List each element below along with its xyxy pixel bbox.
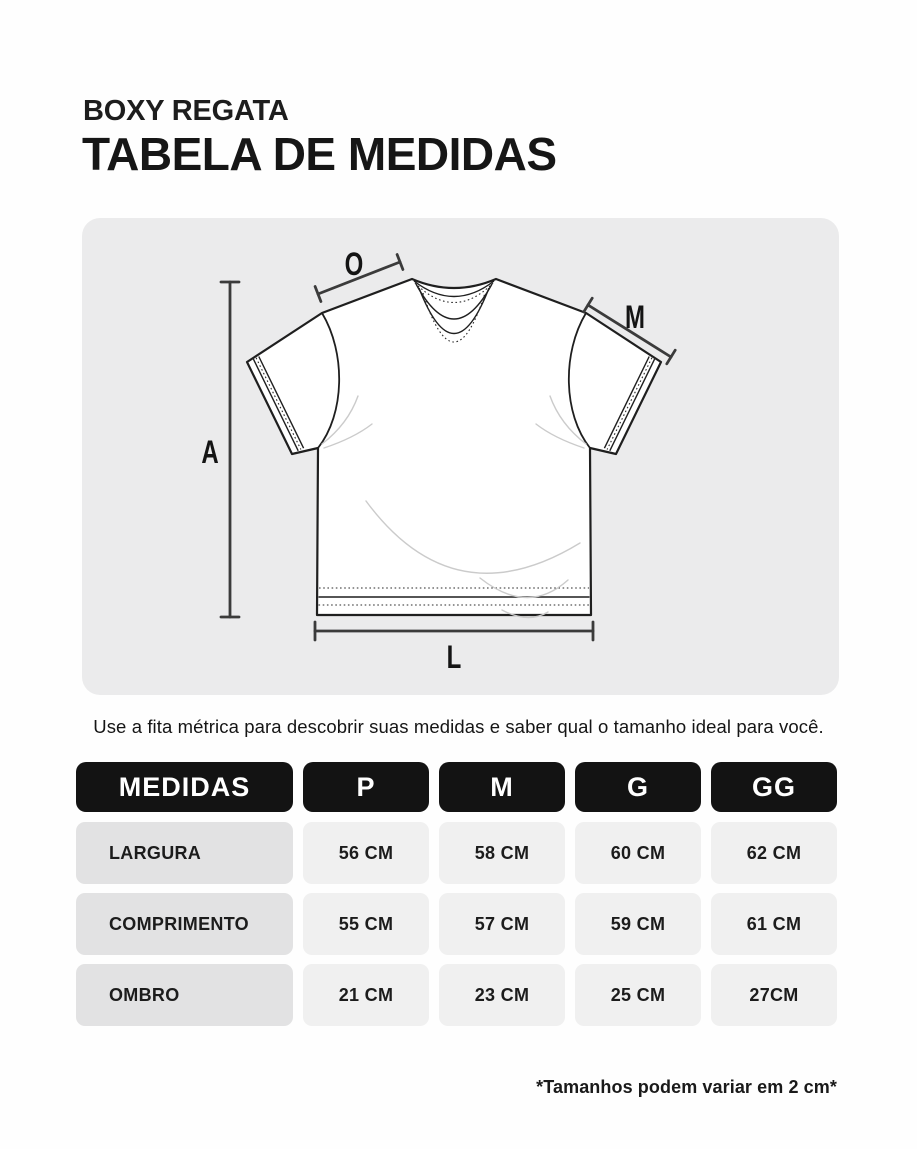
- header-cell-size-g: G: [575, 762, 701, 812]
- dim-label-shoulder: O: [345, 247, 364, 283]
- header-cell-size-m: M: [439, 762, 565, 812]
- fabric-folds: [321, 395, 587, 619]
- row-label-largura: LARGURA: [76, 822, 293, 884]
- right-armhole-seam: [567, 312, 591, 449]
- measuring-instruction: Use a fita métrica para descobrir suas m…: [93, 716, 824, 737]
- dimension-line-shoulder: [313, 253, 405, 303]
- dimension-line-sleeve: [582, 296, 677, 366]
- right-sleeve-cuff: [603, 356, 656, 452]
- cell-ombro-p: 21 CM: [303, 964, 429, 1026]
- product-name: BOXY REGATA: [83, 95, 289, 127]
- table-row-largura: LARGURA 56 CM 58 CM 60 CM 62 CM: [76, 822, 837, 884]
- cell-ombro-gg: 27CM: [711, 964, 837, 1026]
- row-label-comprimento: COMPRIMENTO: [76, 893, 293, 955]
- size-table: MEDIDAS P M G GG LARGURA 56 CM 58 CM 60 …: [76, 762, 837, 1026]
- dim-label-sleeve: M: [625, 300, 645, 336]
- cell-largura-g: 60 CM: [575, 822, 701, 884]
- table-header-row: MEDIDAS P M G GG: [76, 762, 837, 812]
- size-diagram-panel: A O M L: [82, 218, 839, 695]
- page-title: TABELA DE MEDIDAS: [82, 128, 557, 180]
- collar: [413, 280, 495, 343]
- table-row-ombro: OMBRO 21 CM 23 CM 25 CM 27CM: [76, 964, 837, 1026]
- cell-largura-p: 56 CM: [303, 822, 429, 884]
- cell-comprimento-gg: 61 CM: [711, 893, 837, 955]
- left-sleeve-cuff: [252, 356, 305, 452]
- cell-comprimento-m: 57 CM: [439, 893, 565, 955]
- header-cell-size-p: P: [303, 762, 429, 812]
- dimension-line-width: [313, 620, 595, 642]
- tshirt-outline: [245, 277, 663, 617]
- left-armhole-seam: [317, 312, 341, 449]
- cell-comprimento-g: 59 CM: [575, 893, 701, 955]
- hem-band: [318, 587, 590, 606]
- row-label-ombro: OMBRO: [76, 964, 293, 1026]
- dimension-line-height: [219, 280, 241, 619]
- dim-label-height: A: [201, 435, 218, 471]
- dim-label-width: L: [447, 640, 462, 676]
- size-variation-note: *Tamanhos podem variar em 2 cm*: [536, 1077, 837, 1097]
- cell-largura-m: 58 CM: [439, 822, 565, 884]
- cell-comprimento-p: 55 CM: [303, 893, 429, 955]
- tshirt-diagram: A O M L: [201, 247, 677, 676]
- table-row-comprimento: COMPRIMENTO 55 CM 57 CM 59 CM 61 CM: [76, 893, 837, 955]
- cell-largura-gg: 62 CM: [711, 822, 837, 884]
- header-cell-medidas: MEDIDAS: [76, 762, 293, 812]
- cell-ombro-g: 25 CM: [575, 964, 701, 1026]
- cell-ombro-m: 23 CM: [439, 964, 565, 1026]
- header-cell-size-gg: GG: [711, 762, 837, 812]
